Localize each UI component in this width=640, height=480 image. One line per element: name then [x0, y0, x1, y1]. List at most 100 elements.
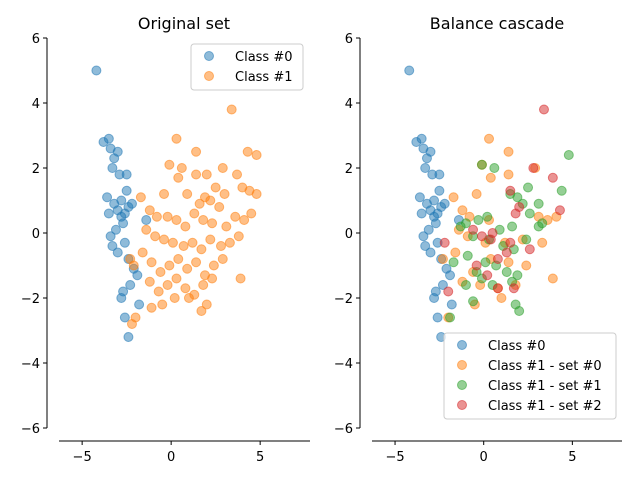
- scatter-point: [155, 267, 166, 277]
- scatter-point: [482, 211, 493, 222]
- scatter-point: [508, 283, 519, 294]
- y-tick-label: −4: [334, 357, 353, 372]
- scatter-point: [251, 150, 262, 160]
- scatter-point: [125, 280, 136, 290]
- chart-title: Balance cascade: [430, 14, 564, 33]
- scatter-point: [126, 319, 137, 329]
- scatter-point: [198, 280, 209, 290]
- scatter-point: [151, 211, 162, 222]
- scatter-point: [167, 237, 178, 248]
- x-tick-label: −5: [73, 450, 92, 465]
- scatter-point: [159, 234, 170, 245]
- scatter-point: [118, 218, 129, 229]
- scatter-point: [439, 237, 450, 248]
- y-tick-label: 4: [32, 97, 40, 112]
- scatter-point: [492, 254, 503, 264]
- scatter-point: [137, 247, 148, 258]
- legend: Class #0 Class #1: [190, 43, 304, 91]
- legend-label: Class #1: [235, 70, 293, 85]
- scatter-point: [134, 299, 145, 310]
- y-tick-label: −4: [21, 357, 40, 372]
- legend-label: Class #0: [488, 339, 546, 354]
- legend-marker: [204, 51, 214, 61]
- scatter-point: [524, 208, 535, 219]
- scatter-points: [91, 65, 262, 342]
- legend-label: Class #1 - set #1: [488, 379, 602, 394]
- scatter-point: [462, 250, 473, 261]
- scatter-point: [162, 280, 173, 290]
- scatter-point: [219, 189, 230, 199]
- scatter-point: [554, 205, 565, 216]
- scatter-point: [505, 185, 516, 196]
- scatter-point: [507, 221, 518, 232]
- scatter-point: [423, 224, 434, 235]
- scatter-point: [173, 254, 184, 264]
- scatter-point: [207, 218, 218, 229]
- scatter-point: [556, 185, 567, 196]
- scatter-point: [198, 215, 209, 225]
- scatter-point: [121, 185, 132, 196]
- scatter-point: [489, 163, 500, 173]
- scatter-point: [230, 211, 241, 222]
- scatter-point: [107, 241, 118, 251]
- scatter-points: [404, 65, 574, 342]
- scatter-point: [487, 228, 498, 238]
- scatter-point: [183, 293, 194, 303]
- y-tick-label: 6: [32, 32, 40, 47]
- scatter-point: [164, 159, 175, 170]
- scatter-point: [471, 260, 482, 271]
- scatter-point: [105, 231, 116, 242]
- scatter-point: [425, 146, 436, 157]
- scatter-point: [471, 189, 482, 199]
- scatter-point: [135, 192, 146, 203]
- scatter-point: [119, 312, 130, 323]
- scatter-point: [420, 241, 431, 251]
- scatter-point: [153, 286, 164, 297]
- scatter-point: [191, 169, 202, 180]
- scatter-point: [226, 104, 237, 115]
- y-tick-label: −2: [334, 292, 353, 307]
- scatter-point: [112, 146, 123, 157]
- scatter-point: [443, 286, 454, 297]
- legend-marker: [204, 71, 214, 81]
- scatter-point: [457, 205, 468, 216]
- scatter-point: [414, 192, 425, 203]
- scatter-point: [232, 169, 243, 180]
- y-tick-label: 4: [345, 97, 353, 112]
- scatter-point: [503, 257, 514, 268]
- scatter-point: [547, 172, 558, 183]
- scatter-point: [103, 208, 114, 219]
- scatter-point: [538, 104, 549, 115]
- scatter-point: [119, 237, 130, 248]
- scatter-point: [121, 169, 132, 180]
- scatter-point: [150, 231, 161, 242]
- legend-label: Class #0: [235, 50, 293, 65]
- scatter-point: [146, 257, 157, 268]
- scatter-point: [512, 270, 523, 281]
- scatter-point: [171, 215, 182, 225]
- scatter-point: [563, 150, 574, 160]
- legend-marker: [457, 340, 467, 350]
- scatter-point: [501, 267, 512, 277]
- scatter-point: [201, 169, 212, 180]
- scatter-point: [418, 231, 429, 242]
- scatter-point: [430, 218, 441, 229]
- scatter-point: [503, 146, 514, 157]
- scatter-point: [132, 270, 143, 281]
- scatter-point: [434, 169, 445, 180]
- x-tick-label: 0: [167, 450, 175, 465]
- scatter-point: [473, 215, 484, 225]
- scatter-point: [537, 237, 548, 248]
- scatter-point: [194, 198, 205, 209]
- legend-box: [443, 332, 617, 420]
- scatter-point: [217, 163, 228, 173]
- legend-label: Class #1 - set #2: [488, 399, 602, 414]
- axes: −6 −4 −2 0 2 4 6 −5 0 5: [334, 32, 622, 465]
- scatter-point: [404, 65, 415, 76]
- scatter-point: [157, 299, 168, 310]
- scatter-point: [235, 273, 246, 284]
- scatter-point: [416, 208, 427, 219]
- y-tick-label: 0: [345, 227, 353, 242]
